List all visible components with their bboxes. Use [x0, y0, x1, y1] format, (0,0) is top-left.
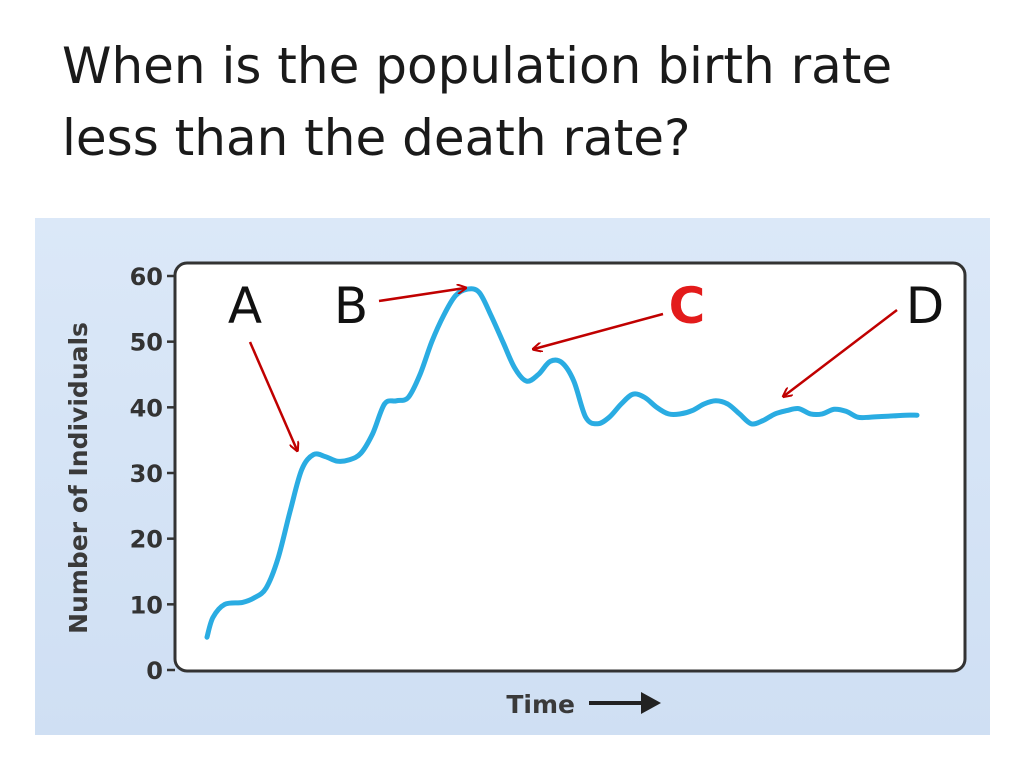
y-tick-label: 10: [130, 591, 163, 619]
annotation-label-c: C: [669, 277, 706, 335]
x-axis-title: Time: [506, 690, 575, 719]
figure-panel: 0 10 20 30 40 50 60 Number of Individuals Time…: [35, 218, 990, 735]
annotation-arrow-c: [534, 312, 664, 349]
y-axis-title: Number of Individuals: [64, 322, 93, 634]
plot-frame: [173, 261, 967, 673]
y-tick-label: 40: [130, 394, 163, 422]
population-chart: 0 10 20 30 40 50 60 Number of Individuals Time…: [64, 261, 967, 719]
annotation-arrow-d: [784, 309, 898, 396]
y-tick-label: 60: [130, 263, 163, 291]
series-layer: [204, 286, 920, 640]
annotation-layer: A B C D: [228, 277, 944, 450]
annotation-arrow-a: [248, 341, 297, 450]
y-axis-ticks: 0 10 20 30 40 50 60: [130, 263, 175, 685]
y-tick-label: 30: [130, 460, 163, 488]
y-tick-label: 50: [130, 329, 163, 357]
annotation-arrow-b: [378, 288, 465, 303]
time-arrow-icon: [589, 692, 661, 714]
y-tick-label: 20: [130, 526, 163, 554]
y-tick-label: 0: [146, 657, 163, 685]
annotation-label-d: D: [906, 277, 945, 335]
slide-title: When is the population birth rate less t…: [62, 37, 893, 167]
annotation-label-a: A: [228, 277, 262, 335]
annotation-label-b: B: [334, 277, 368, 335]
population-curve: [204, 286, 920, 640]
